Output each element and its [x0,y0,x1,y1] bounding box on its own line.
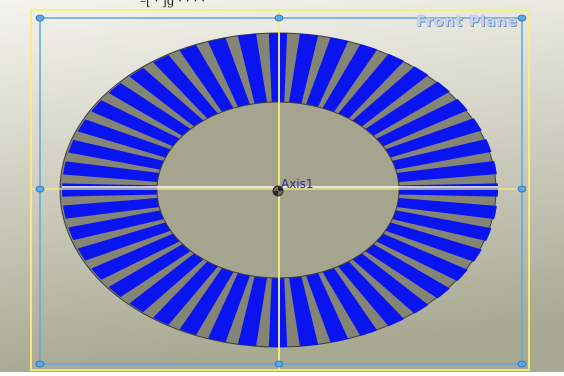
slot[interactable] [389,138,494,171]
slot[interactable] [389,209,494,242]
slot[interactable] [206,271,251,346]
slot[interactable] [56,183,160,197]
slot[interactable] [177,266,235,339]
sketch-rectangle[interactable] [30,9,530,371]
slot[interactable] [237,274,268,350]
front-plane-label[interactable]: Front Plane [416,14,518,30]
slot[interactable] [125,252,206,316]
plane-handle-icon[interactable] [517,14,527,22]
slot[interactable] [350,64,431,128]
slot[interactable] [336,51,406,120]
slot[interactable] [350,252,431,316]
slot[interactable] [150,260,220,329]
axis-label[interactable]: Axis1 [281,177,314,191]
slot[interactable] [394,160,499,183]
plane-handle-icon[interactable] [35,360,45,368]
plane-handle-icon[interactable] [274,14,284,22]
slot[interactable] [86,97,182,148]
slot[interactable] [374,232,470,283]
slot[interactable] [396,183,500,197]
plane-handle-icon[interactable] [517,360,527,368]
slot[interactable] [288,274,319,350]
plane-handle-icon[interactable] [274,360,284,368]
slot[interactable] [62,209,167,242]
origin-icon[interactable] [272,185,284,197]
slot[interactable] [305,34,350,109]
slot[interactable] [206,34,251,109]
slot[interactable] [86,232,182,283]
slot[interactable] [374,97,470,148]
slot[interactable] [177,41,235,114]
slot[interactable] [150,51,220,120]
plane-handle-icon[interactable] [35,14,45,22]
slot[interactable] [104,80,193,137]
slot[interactable] [336,260,406,329]
plane-handle-icon[interactable] [517,185,527,193]
slot[interactable] [72,221,173,263]
caption-fragment: –[ · ]g · · · · [140,0,206,8]
plane-handle-icon[interactable] [35,185,45,193]
plane-handle-icons[interactable] [35,14,527,368]
slot[interactable] [321,266,379,339]
slot[interactable] [57,197,162,220]
slot[interactable] [268,276,288,350]
slot[interactable] [125,64,206,128]
slot[interactable] [62,138,167,171]
slot[interactable] [383,117,484,159]
slot[interactable] [394,197,499,220]
slot[interactable] [363,80,452,137]
slot[interactable] [72,117,173,159]
slot[interactable] [104,243,193,300]
slot[interactable] [363,243,452,300]
slot[interactable] [237,31,268,106]
slot[interactable] [57,160,162,183]
slot[interactable] [268,30,288,104]
slot[interactable] [288,31,319,106]
slot[interactable] [305,271,350,346]
slot-pattern[interactable] [56,30,500,350]
slot[interactable] [321,41,379,114]
slot[interactable] [383,221,484,263]
